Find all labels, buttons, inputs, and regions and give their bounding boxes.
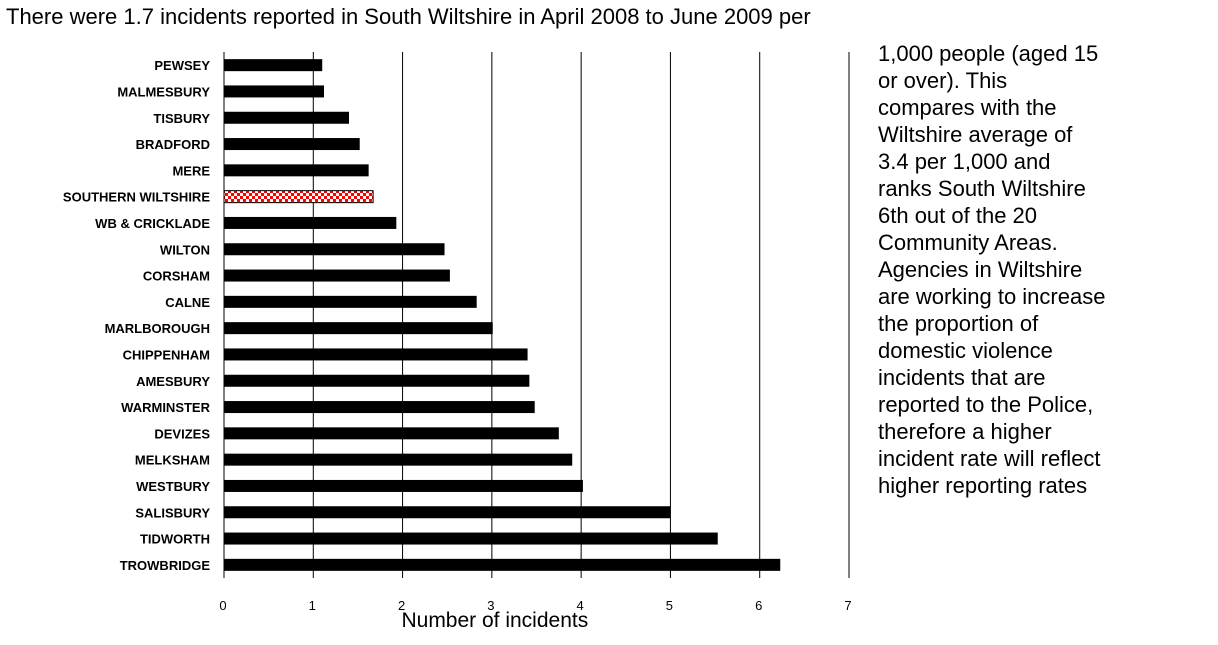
bar xyxy=(224,453,573,466)
horizontal-bar-chart: PEWSEY MALMESBURY TISBURY BRADFORD MERE SOUTH… xyxy=(63,52,852,632)
category-label: AMESBURY xyxy=(136,374,210,389)
category-label: MERE xyxy=(172,163,210,178)
category-label: BRADFORD xyxy=(136,137,210,152)
category-label: DEVIZES xyxy=(154,426,210,441)
bar xyxy=(224,374,530,387)
category-label: MARLBOROUGH xyxy=(105,321,210,336)
side-text: 1,000 people (aged 15 or over). This compa… xyxy=(878,40,1218,499)
side-text-line: incident rate will reflect xyxy=(878,446,1101,471)
bar xyxy=(224,59,323,72)
intro-text: There were 1.7 incidents reported in Sou… xyxy=(6,4,811,29)
side-text-line: domestic violence xyxy=(878,338,1053,363)
bar xyxy=(224,269,450,282)
bar xyxy=(224,506,671,519)
bar xyxy=(224,348,528,361)
category-label: PEWSEY xyxy=(154,58,210,73)
bar xyxy=(224,479,583,492)
side-text-line: Community Areas. xyxy=(878,230,1058,255)
side-text-line: are working to increase xyxy=(878,284,1106,309)
side-text-line: ranks South Wiltshire xyxy=(878,176,1086,201)
bar xyxy=(224,322,493,335)
side-text-line: compares with the xyxy=(878,95,1057,120)
side-text-line: reported to the Police, xyxy=(878,392,1094,417)
category-label: TIDWORTH xyxy=(140,532,210,547)
side-text-line: the proportion of xyxy=(878,311,1039,336)
bar-highlight xyxy=(223,190,374,204)
x-tick-labels: 0 1 2 3 4 5 6 7 xyxy=(219,598,851,613)
category-label: WESTBURY xyxy=(136,479,210,494)
category-label: SALISBURY xyxy=(135,505,210,520)
side-text-line: higher reporting rates xyxy=(878,473,1088,498)
bar xyxy=(224,85,324,98)
side-text-line: therefore a higher xyxy=(878,419,1052,444)
bar xyxy=(224,111,349,124)
x-tick-label: 3 xyxy=(487,598,494,613)
category-label: TROWBRIDGE xyxy=(120,558,211,573)
category-label: SOUTHERN WILTSHIRE xyxy=(63,190,210,205)
bar xyxy=(224,558,781,571)
bar xyxy=(224,532,718,545)
x-tick-label: 7 xyxy=(844,598,851,613)
bar xyxy=(224,138,360,151)
side-text-line: or over). This xyxy=(878,68,1008,93)
category-label: MALMESBURY xyxy=(117,84,210,99)
bar xyxy=(224,164,369,177)
x-tick-label: 2 xyxy=(398,598,405,613)
side-text-line: Agencies in Wiltshire xyxy=(878,257,1083,282)
bar xyxy=(224,295,477,308)
category-label: MELKSHAM xyxy=(135,453,210,468)
bar xyxy=(224,216,397,229)
side-text-line: incidents that are xyxy=(878,365,1046,390)
category-label: TISBURY xyxy=(153,111,210,126)
bar xyxy=(224,427,559,440)
bar xyxy=(224,401,535,414)
category-label: CALNE xyxy=(165,295,210,310)
side-text-line: 3.4 per 1,000 and xyxy=(878,149,1051,174)
bar xyxy=(224,243,445,256)
x-tick-label: 5 xyxy=(666,598,673,613)
category-label: CHIPPENHAM xyxy=(123,347,210,362)
x-axis-label: Number of incidents xyxy=(401,609,588,632)
category-label: CORSHAM xyxy=(143,269,210,284)
bars xyxy=(223,59,781,571)
x-tick-label: 4 xyxy=(577,598,584,613)
category-labels: PEWSEY MALMESBURY TISBURY BRADFORD MERE SOUTH… xyxy=(63,58,211,573)
category-label: WARMINSTER xyxy=(121,400,210,415)
side-text-line: Wiltshire average of xyxy=(878,122,1073,147)
x-tick-label: 0 xyxy=(219,598,226,613)
side-text-line: 6th out of the 20 xyxy=(878,203,1038,228)
gridlines xyxy=(223,52,850,578)
category-label: WILTON xyxy=(160,242,210,257)
side-text-line: 1,000 people (aged 15 xyxy=(878,41,1099,66)
x-tick-label: 6 xyxy=(755,598,762,613)
category-label: WB & CRICKLADE xyxy=(95,216,210,231)
x-tick-label: 1 xyxy=(309,598,316,613)
